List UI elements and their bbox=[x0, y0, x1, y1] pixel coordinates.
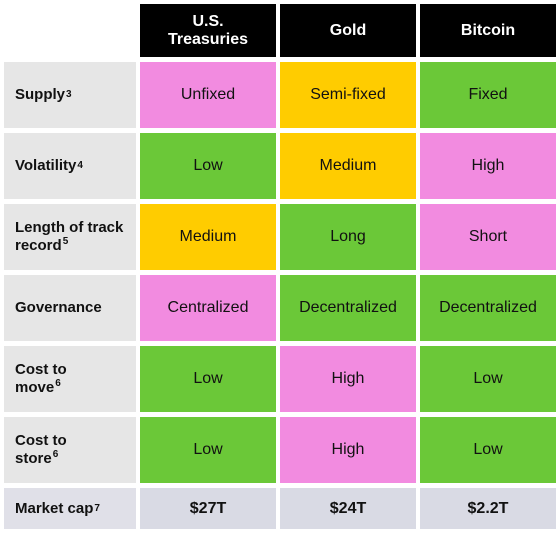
table-cell: Low bbox=[140, 133, 276, 199]
row-header-supply: Supply 3 bbox=[4, 62, 136, 128]
row-header-text: Cost to move6 bbox=[15, 361, 85, 397]
table-cell: $24T bbox=[280, 488, 416, 529]
table-corner bbox=[4, 4, 136, 57]
footnote-marker: 5 bbox=[62, 236, 69, 247]
row-header-governance: Governance bbox=[4, 275, 136, 341]
table-cell: Short bbox=[420, 204, 556, 270]
row-header-label: Length of track record bbox=[15, 219, 124, 254]
row-header-label: Market cap bbox=[15, 499, 94, 517]
column-header-label: Gold bbox=[329, 21, 367, 39]
table-cell: $2.2T bbox=[420, 488, 556, 529]
table-cell: Low bbox=[140, 346, 276, 412]
row-header-market-cap: Market cap 7 bbox=[4, 488, 136, 529]
table-cell: Decentralized bbox=[420, 275, 556, 341]
table-cell: Fixed bbox=[420, 62, 556, 128]
table-cell: Medium bbox=[280, 133, 416, 199]
row-header-label: Supply bbox=[15, 86, 66, 103]
row-header-label: Governance bbox=[15, 299, 102, 316]
column-header-gold: Gold bbox=[280, 4, 416, 57]
column-header-label: Bitcoin bbox=[460, 21, 516, 39]
table-cell: Semi-fixed bbox=[280, 62, 416, 128]
footnote-marker: 6 bbox=[55, 378, 61, 389]
table-cell: Centralized bbox=[140, 275, 276, 341]
table-cell: $27T bbox=[140, 488, 276, 529]
table-cell: High bbox=[280, 417, 416, 483]
table-cell: High bbox=[280, 346, 416, 412]
row-header-cost-to-store: Cost to store6 bbox=[4, 417, 136, 483]
row-header-text: Length of track record5 bbox=[15, 219, 125, 255]
comparison-table: U.S. Treasuries Gold Bitcoin Supply 3 Unf… bbox=[4, 4, 556, 529]
table-cell: Decentralized bbox=[280, 275, 416, 341]
column-header-treasuries: U.S. Treasuries bbox=[140, 4, 276, 57]
table-cell: Low bbox=[140, 417, 276, 483]
row-header-volatility: Volatility 4 bbox=[4, 133, 136, 199]
table-cell: Unfixed bbox=[140, 62, 276, 128]
row-header-track-record: Length of track record5 bbox=[4, 204, 136, 270]
table-cell: Long bbox=[280, 204, 416, 270]
table-cell: Medium bbox=[140, 204, 276, 270]
column-header-label: U.S. Treasuries bbox=[167, 12, 249, 48]
row-header-label: Cost to store bbox=[15, 432, 67, 467]
row-header-label: Cost to move bbox=[15, 361, 67, 396]
footnote-marker: 6 bbox=[52, 449, 59, 460]
table-cell: Low bbox=[420, 417, 556, 483]
row-header-label: Volatility bbox=[15, 157, 77, 174]
table-cell: High bbox=[420, 133, 556, 199]
row-header-text: Cost to store6 bbox=[15, 432, 90, 468]
row-header-cost-to-move: Cost to move6 bbox=[4, 346, 136, 412]
table-cell: Low bbox=[420, 346, 556, 412]
column-header-bitcoin: Bitcoin bbox=[420, 4, 556, 57]
